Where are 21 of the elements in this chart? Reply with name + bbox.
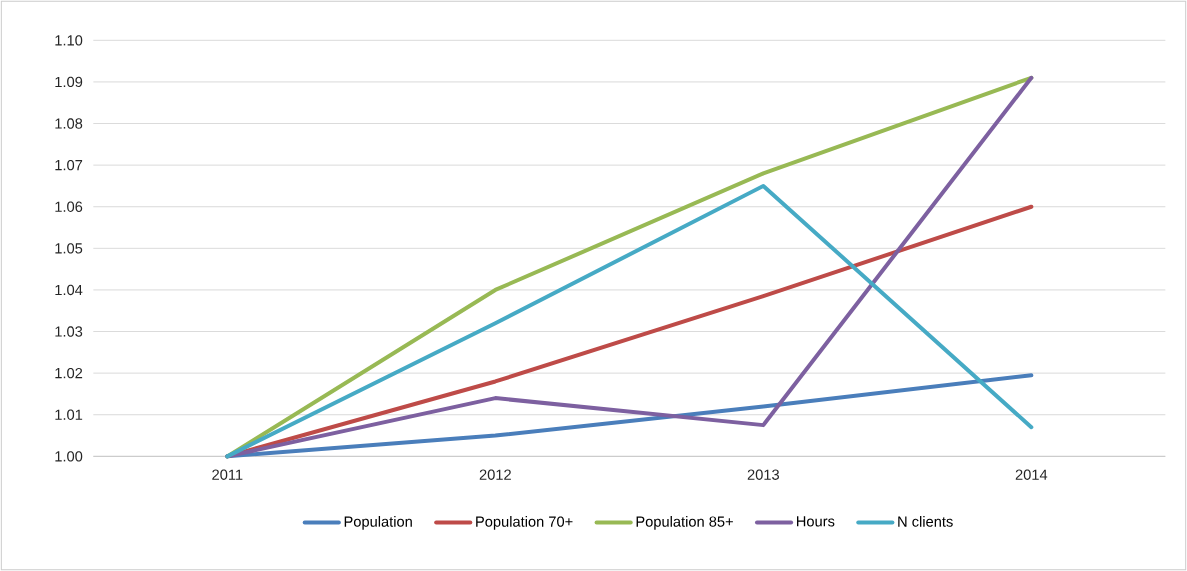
x-tick-label: 2012 [479, 469, 511, 480]
y-tick-label: 1.06 [55, 201, 83, 212]
y-tick-label: 1.09 [55, 76, 83, 88]
legend-label: Population [344, 516, 412, 530]
y-tick-label: 1.07 [55, 159, 83, 171]
y-tick-label: 1.00 [55, 451, 83, 462]
y-tick-label: 1.02 [55, 367, 83, 379]
y-tick-label: 1.03 [55, 326, 83, 337]
x-tick-label: 2011 [212, 469, 243, 480]
y-tick-label: 1.08 [55, 118, 83, 129]
y-tick-label: 1.04 [55, 284, 83, 296]
legend-label: N clients [898, 516, 953, 527]
legend-label: Hours [797, 516, 835, 527]
y-tick-label: 1.10 [55, 35, 83, 46]
x-tick-label: 2013 [747, 469, 779, 480]
line-series [225, 75, 1034, 459]
y-tick-label: 1.05 [55, 243, 83, 254]
y-tick-label: 1.01 [55, 409, 83, 420]
legend-label: Population 70+ [476, 516, 573, 530]
legend-label: Population 85+ [636, 516, 733, 530]
x-tick-label: 2014 [1015, 469, 1048, 480]
